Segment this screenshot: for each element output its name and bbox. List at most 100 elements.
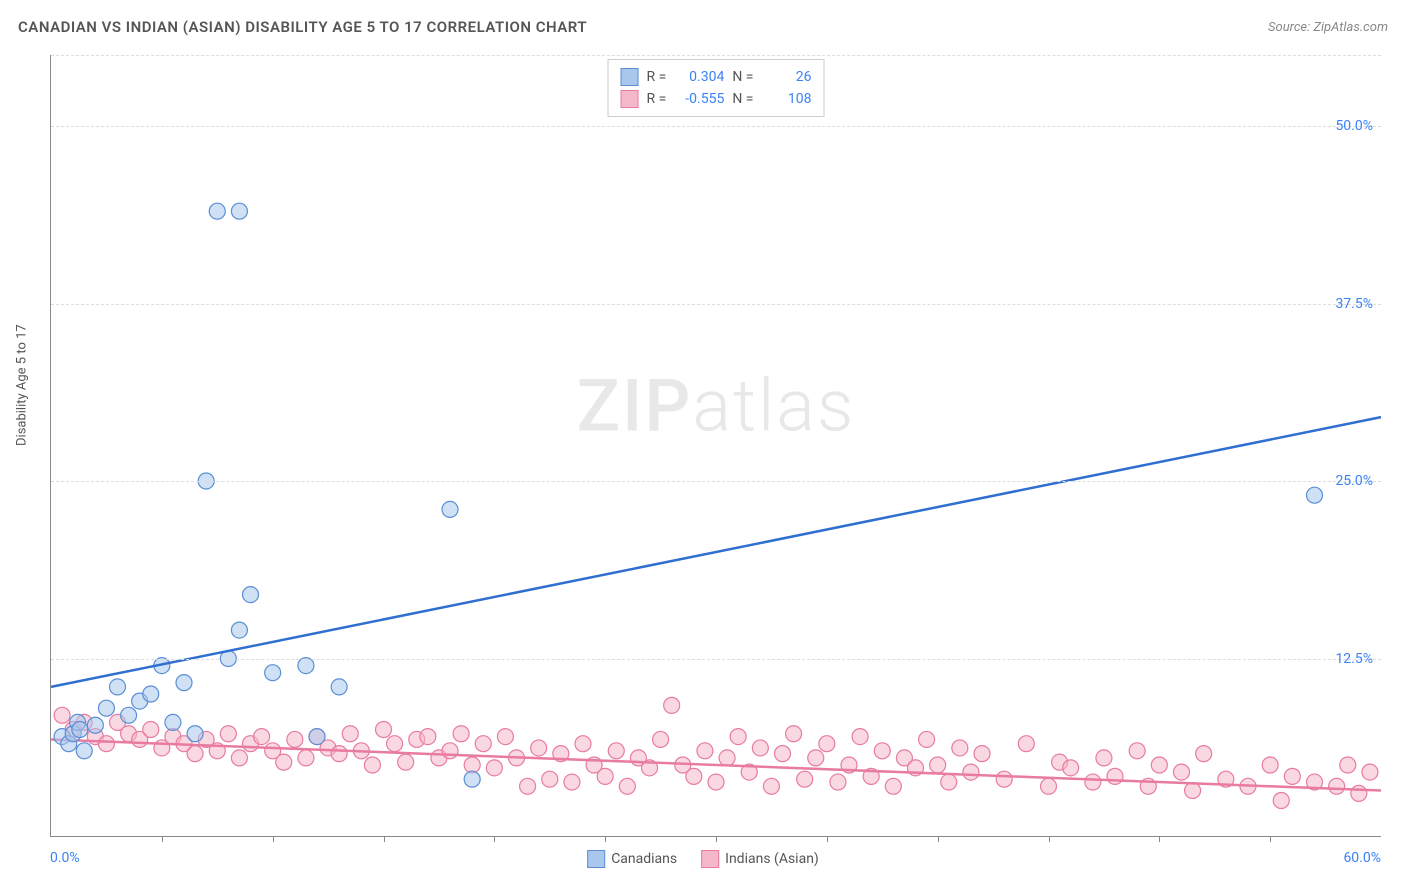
data-point-indians xyxy=(830,774,846,790)
data-point-indians xyxy=(1351,785,1367,801)
legend-row-indians: R = -0.555 N = 108 xyxy=(621,88,812,110)
trend-line-canadians xyxy=(51,417,1381,687)
data-point-canadians xyxy=(331,679,347,695)
data-point-indians xyxy=(952,740,968,756)
legend-swatch-canadians-bottom xyxy=(587,850,605,868)
y-axis-label: Disability Age 5 to 17 xyxy=(15,324,30,446)
data-point-canadians xyxy=(72,722,88,738)
x-tick xyxy=(273,836,274,842)
data-point-indians xyxy=(1262,757,1278,773)
data-point-indians xyxy=(1129,743,1145,759)
data-point-indians xyxy=(1362,764,1378,780)
data-point-indians xyxy=(398,754,414,770)
data-point-canadians xyxy=(209,203,225,219)
data-point-canadians xyxy=(121,707,137,723)
legend-n-label: N = xyxy=(732,69,753,85)
data-point-canadians xyxy=(243,587,259,603)
gridline xyxy=(51,55,1381,56)
data-point-indians xyxy=(143,722,159,738)
data-point-indians xyxy=(1151,757,1167,773)
data-point-canadians xyxy=(464,771,480,787)
series-legend: Canadians Indians (Asian) xyxy=(587,850,819,868)
data-point-indians xyxy=(54,707,70,723)
data-point-indians xyxy=(1085,774,1101,790)
chart-header: CANADIAN VS INDIAN (ASIAN) DISABILITY AG… xyxy=(18,18,1388,36)
source-prefix: Source: xyxy=(1268,20,1313,35)
data-point-indians xyxy=(597,768,613,784)
data-point-indians xyxy=(664,697,680,713)
data-point-canadians xyxy=(309,729,325,745)
data-point-indians xyxy=(254,729,270,745)
data-point-canadians xyxy=(76,743,92,759)
data-point-indians xyxy=(1185,783,1201,799)
data-point-indians xyxy=(1340,757,1356,773)
x-axis-max-label: 60.0% xyxy=(1343,850,1381,866)
x-tick xyxy=(1159,836,1160,842)
y-tick-label: 37.5% xyxy=(1335,296,1373,312)
data-point-canadians xyxy=(165,714,181,730)
legend-item-indians: Indians (Asian) xyxy=(701,850,819,868)
data-point-indians xyxy=(364,757,380,773)
data-point-canadians xyxy=(110,679,126,695)
data-point-indians xyxy=(608,743,624,759)
data-point-canadians xyxy=(231,203,247,219)
legend-r-label: R = xyxy=(647,91,667,107)
x-tick xyxy=(716,836,717,842)
data-point-indians xyxy=(1107,768,1123,784)
data-point-indians xyxy=(941,774,957,790)
data-point-indians xyxy=(287,731,303,747)
gridline xyxy=(51,481,1381,482)
data-point-indians xyxy=(775,746,791,762)
data-point-indians xyxy=(974,746,990,762)
data-point-indians xyxy=(686,768,702,784)
gridline xyxy=(51,126,1381,127)
x-tick xyxy=(1049,836,1050,842)
data-point-canadians xyxy=(187,726,203,742)
data-point-canadians xyxy=(98,700,114,716)
legend-n-label: N = xyxy=(732,91,753,107)
legend-swatch-indians xyxy=(621,90,639,108)
data-point-indians xyxy=(930,757,946,773)
data-point-indians xyxy=(331,746,347,762)
data-point-canadians xyxy=(298,658,314,674)
legend-swatch-canadians xyxy=(621,68,639,86)
data-point-indians xyxy=(1273,793,1289,809)
data-point-indians xyxy=(963,764,979,780)
data-point-indians xyxy=(475,736,491,752)
data-point-indians xyxy=(697,743,713,759)
gridline xyxy=(51,659,1381,660)
y-tick-label: 25.0% xyxy=(1335,473,1373,489)
data-point-indians xyxy=(276,754,292,770)
data-point-indians xyxy=(531,740,547,756)
data-point-indians xyxy=(542,771,558,787)
source-link[interactable]: ZipAtlas.com xyxy=(1313,20,1388,35)
data-point-indians xyxy=(376,722,392,738)
data-point-canadians xyxy=(176,675,192,691)
data-point-indians xyxy=(1329,778,1345,794)
legend-swatch-indians-bottom xyxy=(701,850,719,868)
y-tick-label: 50.0% xyxy=(1335,118,1373,134)
data-point-indians xyxy=(486,760,502,776)
legend-n-value-canadians: 26 xyxy=(761,69,811,85)
data-point-indians xyxy=(797,771,813,787)
data-point-indians xyxy=(1196,746,1212,762)
x-tick xyxy=(938,836,939,842)
data-point-indians xyxy=(763,778,779,794)
data-point-indians xyxy=(1096,750,1112,766)
data-point-canadians xyxy=(143,686,159,702)
scatter-plot-svg xyxy=(51,55,1381,836)
legend-label-indians: Indians (Asian) xyxy=(725,851,819,867)
x-tick xyxy=(384,836,385,842)
source-attribution: Source: ZipAtlas.com xyxy=(1268,20,1388,35)
data-point-indians xyxy=(1174,764,1190,780)
legend-r-label: R = xyxy=(647,69,667,85)
data-point-indians xyxy=(752,740,768,756)
legend-label-canadians: Canadians xyxy=(611,851,677,867)
x-tick xyxy=(162,836,163,842)
x-tick xyxy=(1270,836,1271,842)
data-point-indians xyxy=(852,729,868,745)
data-point-indians xyxy=(1041,778,1057,794)
data-point-canadians xyxy=(1307,487,1323,503)
data-point-indians xyxy=(919,731,935,747)
x-tick xyxy=(494,836,495,842)
